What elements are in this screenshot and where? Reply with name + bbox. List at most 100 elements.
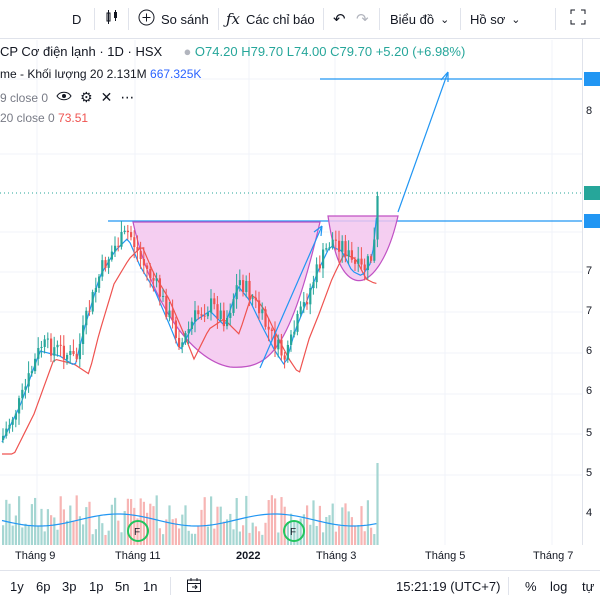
volume-bar [91, 534, 94, 545]
time-tick: 2022 [236, 550, 261, 562]
undo-button[interactable]: ↶ [333, 0, 346, 38]
candle-body [146, 265, 149, 269]
range-1n[interactable]: 1n [143, 579, 158, 594]
log-toggle[interactable]: log [550, 579, 568, 594]
candle-body [155, 278, 158, 281]
volume-bar [98, 515, 101, 545]
range-3p[interactable]: 3p [62, 579, 77, 594]
volume-bar [238, 531, 241, 545]
close-icon[interactable]: ✕ [100, 89, 113, 105]
arrow-head-2 [440, 71, 449, 82]
time-tick: Tháng 5 [425, 550, 466, 562]
volume-ma-line [1, 513, 377, 527]
candle-body [197, 310, 200, 315]
volume-bar [168, 505, 171, 545]
volume-bar [165, 519, 168, 545]
clock-time[interactable]: 15:21:19 (UTC+7) [396, 579, 501, 594]
candle-body [213, 298, 216, 305]
volume-bar [2, 525, 5, 545]
interval-button[interactable]: D [72, 0, 81, 38]
profile-menu[interactable]: Hồ sơ ⌄ [470, 0, 520, 38]
candle-body [200, 314, 203, 316]
candle-body [277, 339, 280, 350]
goto-date-icon[interactable] [186, 577, 202, 596]
ma2-legend[interactable]: 20 close 0 73.51 [0, 111, 88, 125]
price-chart[interactable]: F F [0, 39, 600, 570]
candle-body [178, 337, 181, 348]
candle-body [30, 371, 33, 374]
range-1p[interactable]: 1p [89, 579, 104, 594]
candle-body [267, 326, 270, 330]
compare-button[interactable]: So sánh [138, 0, 209, 38]
indicators-button[interactable]: ƒx Các chỉ báo [226, 0, 315, 38]
candle-body [120, 231, 123, 247]
redo-button[interactable]: ↷ [356, 0, 369, 38]
range-5n[interactable]: 5n [115, 579, 130, 594]
volume-bar [66, 520, 69, 545]
range-6p[interactable]: 6p [36, 579, 51, 594]
candle-body [40, 346, 43, 348]
price-axis[interactable]: 8 7 7 6 6 5 5 4 [582, 39, 600, 545]
candle-body [37, 347, 40, 359]
volume-bar [43, 531, 46, 545]
volume-bar [107, 530, 110, 545]
volume-bar [277, 532, 280, 545]
candle-style-button[interactable] [104, 0, 120, 38]
candle-body [325, 248, 328, 250]
candle-body [59, 344, 62, 346]
candle-body [21, 389, 24, 399]
candle-body [219, 310, 222, 319]
candle-body [107, 259, 110, 268]
volume-bar [229, 513, 232, 545]
volume-bar [203, 497, 206, 545]
candle-body [53, 347, 56, 356]
gear-icon[interactable]: ⚙ [80, 89, 93, 105]
volume-bar [366, 500, 369, 545]
candle-body [158, 278, 161, 297]
candle-body [14, 413, 17, 420]
candle-body [216, 304, 219, 319]
price-tick: 4 [586, 507, 593, 519]
volume-bar [338, 525, 341, 545]
volume-bar [181, 514, 184, 545]
volume-bar [158, 528, 161, 545]
candle-body [306, 302, 309, 305]
candle-body [104, 260, 107, 268]
candle-body [245, 280, 248, 292]
symbol-name[interactable]: CP Cơ điện lạnh · 1D · HSX [0, 44, 163, 59]
volume-bars [2, 463, 379, 545]
volume-bar [370, 527, 373, 545]
auto-toggle[interactable]: tự [582, 579, 595, 594]
chart-type-menu[interactable]: Biểu đồ ⌄ [390, 0, 449, 38]
ma1-legend[interactable]: 9 close 0 ⚙ ✕ ⋯ [0, 89, 134, 106]
range-1y[interactable]: 1y [10, 579, 24, 594]
volume-bar [114, 497, 117, 545]
eye-icon[interactable] [56, 90, 72, 105]
volume-bar [354, 525, 357, 545]
candle-body [203, 315, 206, 317]
candle-body [24, 386, 27, 390]
volume-bar [306, 505, 309, 545]
redo-icon: ↷ [356, 11, 369, 28]
volume-bar [11, 525, 14, 545]
volume-bar [363, 531, 366, 545]
marker-f-2: F [290, 527, 296, 538]
time-axis[interactable]: Tháng 9 Tháng 11 2022 Tháng 3 Tháng 5 Th… [0, 545, 580, 567]
more-icon[interactable]: ⋯ [120, 89, 135, 105]
fullscreen-button[interactable] [570, 0, 586, 38]
candle-body [328, 247, 331, 249]
candle-body [69, 351, 72, 355]
candle-body [126, 230, 129, 233]
volume-bar [69, 505, 72, 545]
chart-menu-label: Biểu đồ [390, 11, 435, 27]
volume-bar [14, 515, 17, 545]
candle-body [363, 264, 366, 271]
candle-body [322, 249, 325, 269]
candle-body [110, 251, 113, 260]
volume-bar [325, 516, 328, 545]
percent-toggle[interactable]: % [525, 579, 537, 594]
volume-bar [232, 529, 235, 545]
candle-body [187, 329, 190, 334]
volume-legend[interactable]: me - Khối lượng 20 2.131M 667.325K [0, 67, 201, 81]
volume-bar [293, 520, 296, 545]
